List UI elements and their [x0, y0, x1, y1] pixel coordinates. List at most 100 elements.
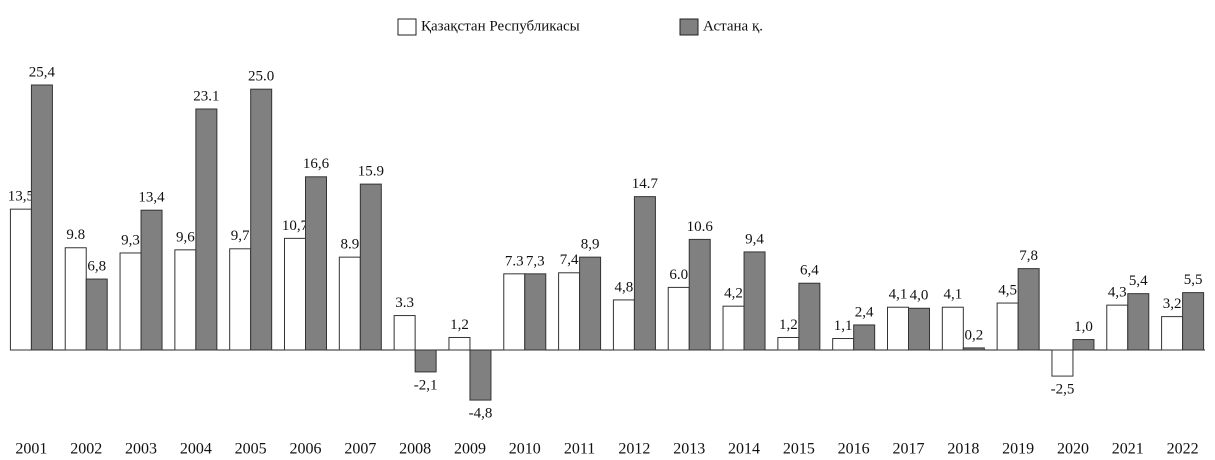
- data-label: 6,8: [87, 258, 106, 274]
- bar: [30, 84, 53, 351]
- data-label: 6.0: [669, 267, 688, 283]
- data-label: 1,2: [450, 317, 469, 333]
- bar: [612, 299, 635, 351]
- data-label: 3,2: [1163, 296, 1182, 312]
- data-label: 3.3: [395, 295, 414, 311]
- data-label: 7,8: [1019, 248, 1038, 264]
- x-tick-label: 2010: [509, 441, 541, 458]
- data-label: 1,0: [1074, 319, 1093, 335]
- legend-label: Қазақстан Республикасы: [421, 18, 580, 34]
- bar: [250, 88, 273, 351]
- bar: [393, 315, 416, 351]
- x-tick-label: 2018: [947, 441, 979, 458]
- bar: [1017, 268, 1040, 351]
- x-tick-label: 2020: [1057, 441, 1089, 458]
- bar: [798, 282, 821, 351]
- x-tick-label: 2015: [783, 441, 815, 458]
- data-label: 9,4: [745, 231, 764, 247]
- bar: [140, 209, 163, 351]
- bar: [908, 307, 930, 351]
- bar: [414, 349, 437, 373]
- x-tick-label: 2004: [180, 441, 212, 458]
- data-label: 1,1: [834, 318, 853, 334]
- data-label: 4,0: [910, 288, 929, 304]
- bar: [1127, 293, 1150, 351]
- bar: [1072, 339, 1095, 351]
- bar: [1106, 304, 1129, 351]
- data-label: -2,5: [1051, 382, 1075, 398]
- bar: [503, 273, 526, 351]
- data-label: 9,3: [121, 232, 140, 248]
- bar: [667, 286, 690, 351]
- x-tick-label: 2011: [564, 441, 595, 458]
- bar: [832, 338, 855, 351]
- bar: [338, 256, 361, 351]
- bar: [941, 306, 964, 351]
- x-tick-label: 2002: [70, 441, 102, 458]
- data-label: 7,3: [526, 253, 545, 269]
- x-tick-label: 2019: [1002, 441, 1034, 458]
- data-label: 2,4: [855, 304, 874, 320]
- legend-label: Астана қ.: [703, 18, 763, 34]
- bar: [853, 324, 876, 351]
- data-label: 9,6: [176, 229, 195, 245]
- x-tick-label: 2016: [838, 441, 870, 458]
- bar: [195, 108, 218, 351]
- x-tick-label: 2021: [1112, 441, 1144, 458]
- data-label: 5,5: [1184, 272, 1203, 288]
- data-label: 4,3: [1108, 285, 1127, 301]
- bar: [524, 273, 547, 351]
- data-label: 13,5: [8, 189, 34, 205]
- data-label: 8.9: [340, 237, 359, 253]
- data-label: 5,4: [1129, 273, 1148, 289]
- data-label: 9,7: [231, 228, 250, 244]
- bar: [962, 347, 985, 351]
- data-label: 16,6: [303, 156, 330, 172]
- data-label: 15.9: [358, 164, 384, 180]
- x-tick-label: 2017: [893, 441, 925, 458]
- data-label: 7.3: [505, 253, 524, 269]
- bar: [174, 249, 197, 351]
- bar: [722, 305, 745, 351]
- bar: [284, 237, 306, 351]
- bar: [1051, 349, 1074, 377]
- data-label: 4,1: [889, 287, 908, 303]
- bar: [359, 183, 382, 351]
- bar: [579, 256, 602, 351]
- bar: [887, 306, 909, 351]
- bar: [743, 251, 766, 351]
- x-tick-label: 2003: [125, 441, 157, 458]
- x-tick-label: 2007: [344, 441, 376, 458]
- bar: [777, 336, 800, 351]
- x-tick-label: 2013: [673, 441, 705, 458]
- data-label: -2,1: [414, 377, 438, 393]
- data-label: 23.1: [193, 88, 219, 104]
- bar: [688, 238, 711, 351]
- bar: [9, 208, 32, 351]
- bar: [633, 196, 656, 351]
- bar: [305, 176, 327, 351]
- bar: [558, 272, 581, 351]
- data-label: 25.0: [248, 69, 274, 85]
- data-label: 25,4: [29, 64, 56, 80]
- x-tick-label: 2022: [1167, 441, 1199, 458]
- data-label: 9.8: [66, 227, 85, 243]
- data-label: 4,5: [998, 282, 1017, 298]
- data-label: 13,4: [138, 190, 165, 206]
- bar: [469, 349, 492, 401]
- bar: [1182, 292, 1205, 351]
- bar: [119, 252, 142, 351]
- data-label: 4,8: [615, 279, 634, 295]
- bar: [64, 247, 87, 351]
- x-tick-label: 2014: [728, 441, 760, 458]
- x-tick-label: 2001: [15, 441, 47, 458]
- x-tick-label: 2006: [290, 441, 322, 458]
- data-label: 1,2: [779, 317, 798, 333]
- data-label: 7,4: [560, 252, 579, 268]
- data-label: 4,1: [943, 287, 962, 303]
- data-label: 14.7: [632, 176, 659, 192]
- data-label: -4,8: [469, 406, 493, 422]
- bar: [448, 336, 471, 351]
- data-label: 8,9: [581, 237, 600, 253]
